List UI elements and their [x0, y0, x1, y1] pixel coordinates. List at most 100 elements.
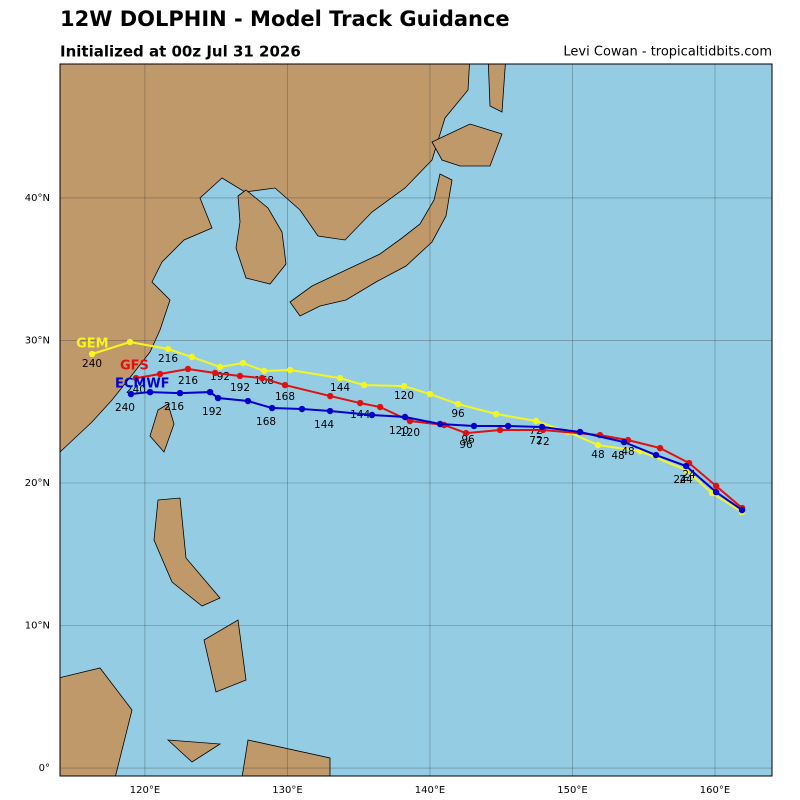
- track-point: [462, 429, 470, 437]
- track-point: [336, 374, 344, 382]
- model-label: ECMWF: [115, 377, 170, 392]
- hour-label: 144: [330, 382, 350, 394]
- y-tick-label: 0°: [39, 763, 50, 774]
- hour-label: 240: [115, 402, 135, 414]
- hour-label: 192: [230, 382, 250, 394]
- hour-label: 168: [275, 391, 295, 403]
- x-tick-label: 140°E: [415, 785, 445, 796]
- track-point: [492, 410, 500, 418]
- y-tick-label: 30°N: [25, 335, 50, 346]
- track-point: [244, 397, 252, 405]
- sulawesi: [166, 739, 222, 763]
- track-point: [712, 488, 720, 496]
- track-point: [146, 388, 154, 396]
- x-tick-label: 150°E: [557, 785, 587, 796]
- track-point: [406, 417, 414, 425]
- model-label: GEM: [76, 337, 109, 352]
- track-point: [281, 381, 289, 389]
- hour-label: 144: [314, 419, 334, 431]
- track-point: [496, 426, 504, 434]
- hour-label: 144: [350, 409, 370, 421]
- track-point: [327, 392, 334, 400]
- track-point: [368, 411, 376, 419]
- korea: [235, 189, 287, 285]
- track-point: [184, 365, 192, 373]
- map-area: 24 48 72 96 120 144 168 192 216 240 GEM 24 48 72 96 120…: [60, 64, 772, 776]
- track-point: [88, 350, 96, 358]
- taiwan: [149, 403, 175, 453]
- track-point: [401, 413, 409, 421]
- hour-label: 192: [202, 406, 222, 418]
- hour-label: 96: [461, 434, 475, 446]
- track-point: [326, 407, 334, 415]
- track-point: [127, 390, 135, 398]
- landmasses: [60, 64, 506, 776]
- hour-label: 48: [621, 446, 634, 458]
- axes: 120°E 130°E 140°E 150°E 160°E 0° 10°N 20°N 30°N 4…: [25, 193, 730, 796]
- hour-label: 24: [679, 474, 693, 486]
- track-point: [712, 482, 720, 490]
- luzon: [153, 497, 221, 607]
- hour-label: 216: [158, 353, 178, 365]
- hour-label: 168: [256, 416, 276, 428]
- track-point: [436, 420, 444, 428]
- track-point: [206, 388, 214, 396]
- hour-label: 120: [389, 425, 409, 437]
- credit: Levi Cowan - tropicaltidbits.com: [563, 45, 772, 60]
- sakhalin: [487, 64, 506, 113]
- track-point: [176, 389, 184, 397]
- track-point: [538, 423, 546, 431]
- hour-label: 120: [400, 427, 420, 439]
- track-point: [258, 374, 266, 382]
- hour-label: 24: [673, 474, 687, 486]
- track-point: [504, 422, 512, 430]
- hour-label: 96: [451, 408, 465, 420]
- track-point: [360, 381, 368, 389]
- track-point: [532, 417, 540, 425]
- track-point: [652, 451, 660, 459]
- hour-label: 216: [178, 375, 198, 387]
- track-point: [738, 506, 746, 514]
- subtitle: Initialized at 00z Jul 31 2026: [60, 43, 301, 61]
- hour-label: 72: [529, 435, 542, 447]
- track-point: [298, 405, 306, 413]
- track-point: [216, 363, 224, 371]
- title: 12W DOLPHIN - Model Track Guidance: [60, 7, 510, 31]
- track-point: [268, 404, 276, 412]
- hour-label: 240: [82, 358, 102, 370]
- track-point: [260, 367, 268, 375]
- new-guinea: [241, 739, 331, 776]
- x-tick-label: 120°E: [130, 785, 160, 796]
- x-tick-label: 130°E: [272, 785, 302, 796]
- track-point: [356, 399, 364, 407]
- frame: [59, 63, 773, 777]
- track-point: [211, 369, 219, 377]
- y-tick-label: 40°N: [25, 193, 50, 204]
- hour-label: 120: [394, 390, 414, 402]
- honshu: [289, 173, 453, 317]
- track-point: [164, 345, 172, 353]
- hour-label: 96: [459, 439, 473, 451]
- borneo: [60, 667, 133, 776]
- track-point: [188, 353, 196, 361]
- track-point: [682, 462, 690, 470]
- track-point: [426, 390, 434, 398]
- hour-label: 48: [591, 449, 604, 461]
- mindanao: [203, 619, 247, 693]
- track-point: [286, 366, 294, 374]
- track-point: [470, 422, 478, 430]
- track-point: [454, 400, 462, 408]
- hour-label: 216: [164, 401, 184, 413]
- track-point: [239, 359, 247, 367]
- track-point: [156, 370, 164, 378]
- track-point: [620, 438, 628, 446]
- y-tick-label: 10°N: [25, 621, 50, 632]
- track-point: [400, 382, 408, 390]
- track-point: [656, 444, 664, 452]
- tracks: 24 48 72 96 120 144 168 192 216 240 GEM 24 48 72 96 120…: [76, 337, 746, 516]
- hour-label: 72: [536, 436, 549, 448]
- hokkaido: [431, 123, 503, 167]
- x-tick-label: 160°E: [700, 785, 730, 796]
- track-point: [576, 428, 584, 436]
